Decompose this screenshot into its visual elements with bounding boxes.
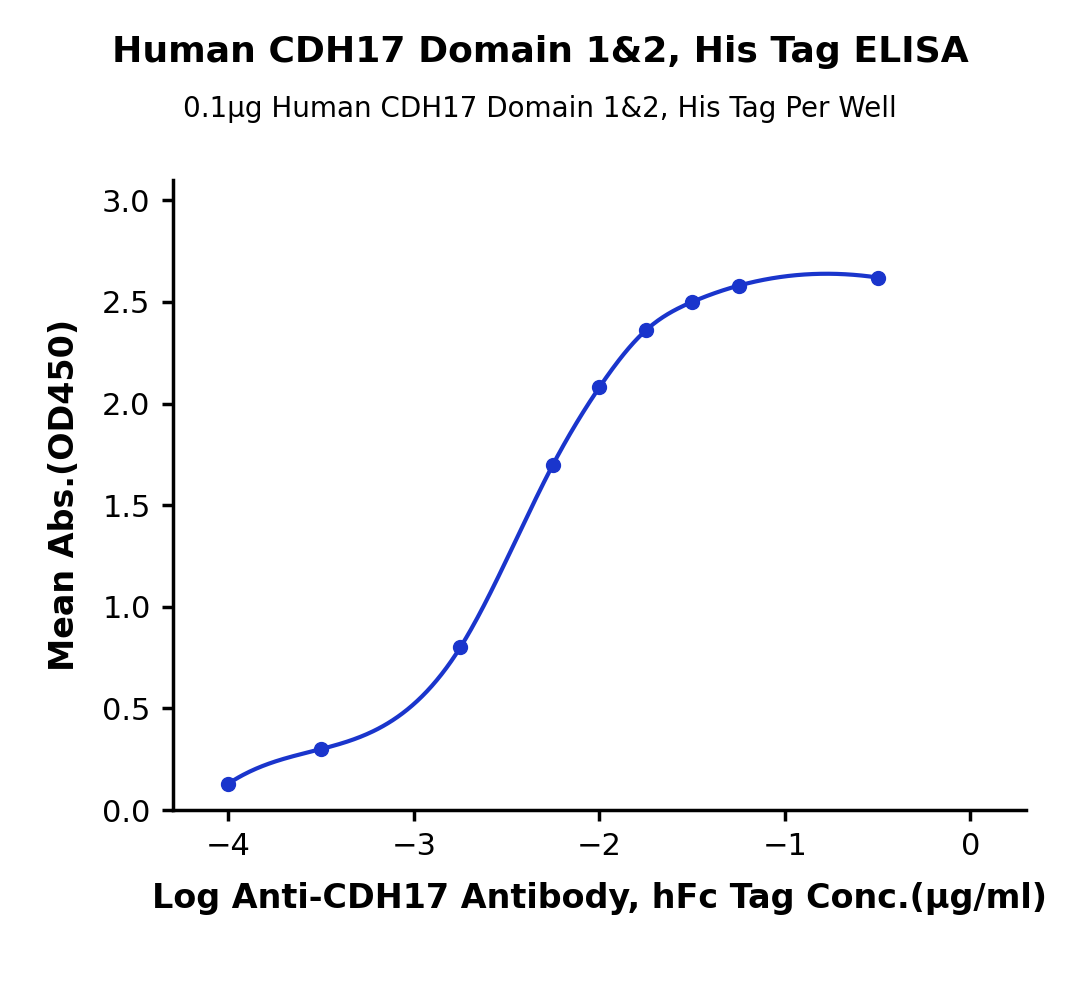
Point xyxy=(684,294,701,310)
Point xyxy=(451,639,469,655)
Text: Human CDH17 Domain 1&2, His Tag ELISA: Human CDH17 Domain 1&2, His Tag ELISA xyxy=(111,35,969,69)
Point xyxy=(730,278,747,294)
Point xyxy=(637,322,654,338)
Point xyxy=(312,741,329,757)
Text: 0.1μg Human CDH17 Domain 1&2, His Tag Per Well: 0.1μg Human CDH17 Domain 1&2, His Tag Pe… xyxy=(184,95,896,123)
Point xyxy=(591,379,608,395)
Point xyxy=(544,457,562,473)
Y-axis label: Mean Abs.(OD450): Mean Abs.(OD450) xyxy=(49,319,81,671)
Point xyxy=(869,270,887,286)
X-axis label: Log Anti-CDH17 Antibody, hFc Tag Conc.(μg/ml): Log Anti-CDH17 Antibody, hFc Tag Conc.(μ… xyxy=(152,882,1047,915)
Point xyxy=(220,776,238,792)
